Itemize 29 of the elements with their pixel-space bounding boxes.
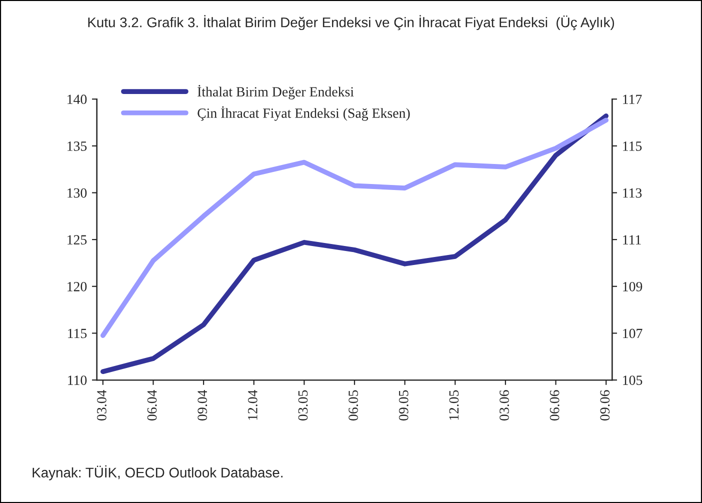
legend-label: İthalat Birim Değer Endeksi [198,84,354,100]
x-tick-label: 12.04 [248,390,258,420]
y-tick-label: 110 [68,376,87,385]
y2-tick-label: 111 [623,235,641,244]
x-tick-label: 03.05 [298,390,308,420]
y2-tick-label: 117 [623,94,642,104]
legend-label: Çin İhracat Fiyat Endeksi (Sağ Eksen) [198,106,410,121]
x-tick-label: 06.04 [147,390,157,420]
x-tick-label: 03.06 [500,390,510,420]
x-tick-label: 12.05 [449,390,459,420]
x-tick-label: 09.05 [398,390,408,420]
x-tick-label: 03.04 [97,390,106,420]
y-tick-label: 130 [68,188,87,198]
y2-tick-label: 105 [623,376,642,385]
y-tick-label: 140 [68,94,87,104]
text: Kaynak: TÜİK, OECD Outlook Database. [32,465,282,480]
y2-tick-label: 113 [623,188,642,198]
x-tick-label: 06.05 [348,390,358,420]
x-tick-label: 09.06 [600,390,610,420]
y2-tick-label: 107 [623,328,642,338]
x-tick-label: 09.04 [198,390,208,420]
y-tick-label: 120 [68,282,87,292]
x-tick-label: 06.06 [550,390,560,420]
y2-tick-label: 109 [623,282,642,292]
y-tick-label: 135 [68,142,87,151]
y2-tick-label: 115 [623,142,642,151]
chart-title: Kutu 3.2. Grafik 3. İthalat Birim Değer Endeksi ve Çin İhracat Fiyat Endeksi (Üç Aylık) [88,15,614,30]
y-tick-label: 115 [68,328,87,338]
y-tick-label: 125 [68,235,87,245]
